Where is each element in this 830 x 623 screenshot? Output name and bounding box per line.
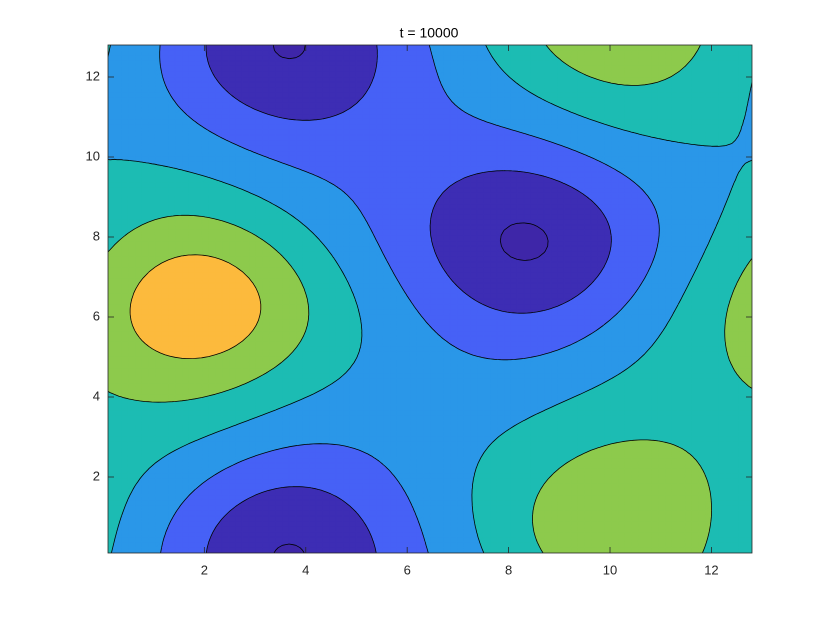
contour-line [108,45,752,553]
x-tick-label: 12 [704,562,718,577]
y-tick-label: 12 [86,68,100,83]
y-tick-label: 8 [93,228,100,243]
x-tick-label: 2 [201,562,208,577]
y-tick-label: 4 [93,388,100,403]
y-tick-label: 10 [86,148,100,163]
contour-line [159,45,660,553]
x-tick-label: 10 [603,562,617,577]
x-tick-label: 8 [505,562,512,577]
contour-line [108,45,752,553]
contour-line [272,45,549,553]
x-tick-label: 4 [302,562,309,577]
contour-line [129,254,262,359]
y-tick-label: 6 [93,308,100,323]
plot-area [108,45,752,553]
chart-title: t = 10000 [400,25,459,41]
x-tick-label: 6 [404,562,411,577]
contour-line [205,45,612,553]
y-tick-label: 2 [93,468,100,483]
axes-box [107,44,753,554]
